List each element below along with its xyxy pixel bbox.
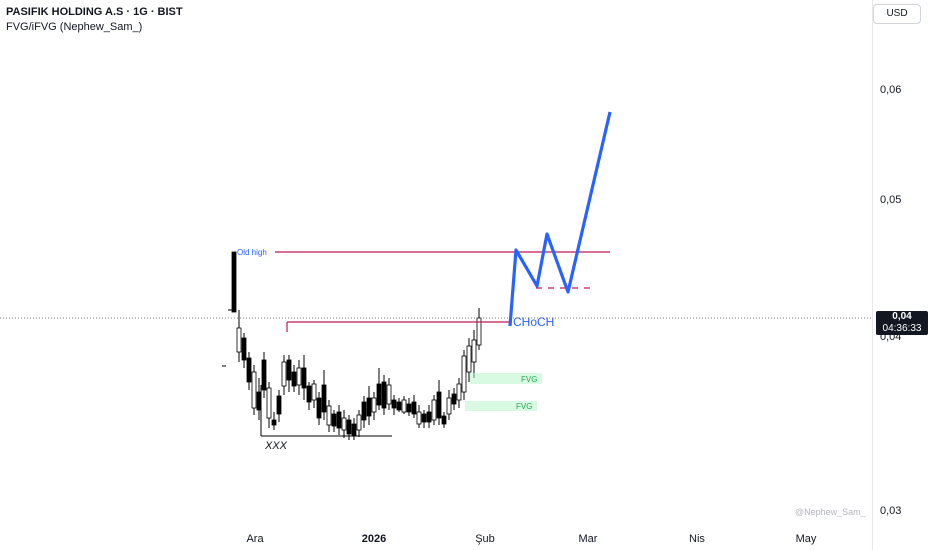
y-tick-label: 0,05 xyxy=(880,194,901,206)
candle-body xyxy=(421,413,427,423)
candle-body xyxy=(301,367,307,389)
indicator-title: FVG/iFVG (Nephew_Sam_) xyxy=(6,21,143,33)
candle-body xyxy=(241,337,247,361)
candle-body xyxy=(366,397,372,417)
candle-body xyxy=(381,381,387,409)
candle-body xyxy=(296,367,302,386)
x-tick-label: Mar xyxy=(579,533,598,545)
candle-body xyxy=(361,401,367,421)
candle-body xyxy=(266,387,272,419)
candle-body xyxy=(411,401,417,415)
old-high-label: Old high xyxy=(237,248,267,257)
candle-body xyxy=(331,413,337,427)
candle-body xyxy=(476,317,482,346)
candle-body xyxy=(386,384,392,405)
x-tick-label: Nis xyxy=(689,533,705,545)
fvg-zone xyxy=(470,373,542,384)
y-tick-label: 0,06 xyxy=(880,84,901,96)
x-tick-label: Ara xyxy=(246,533,264,545)
watermark: @Nephew_Sam_ xyxy=(795,507,867,517)
candle-body xyxy=(276,395,282,415)
candle-body xyxy=(336,411,342,429)
candle-body xyxy=(451,393,457,405)
x-tick-label: Şub xyxy=(475,533,495,545)
candle-body xyxy=(371,397,377,413)
y-tick-label: 0,03 xyxy=(880,505,901,517)
candle-body xyxy=(446,397,452,415)
x-tick-label: 2026 xyxy=(362,533,386,545)
fvg-label: FVG xyxy=(516,402,532,411)
candle-body xyxy=(271,419,277,426)
candle-body xyxy=(436,391,442,419)
candle-body xyxy=(326,405,332,426)
candle-body xyxy=(346,419,352,435)
candle-body xyxy=(401,399,407,413)
candle-body xyxy=(376,383,382,406)
candle-body xyxy=(281,361,287,387)
candle-body xyxy=(351,423,357,437)
fvg-zone xyxy=(465,401,537,411)
projection-path xyxy=(508,111,612,327)
candle-body xyxy=(246,357,252,383)
candle-body xyxy=(311,383,317,401)
candle-body xyxy=(466,345,472,373)
candle-body xyxy=(251,371,257,409)
candle-body xyxy=(256,391,262,411)
candle-body xyxy=(316,397,322,419)
candle-body xyxy=(321,384,327,413)
candle-body xyxy=(431,399,437,421)
price-axis-divider xyxy=(872,0,873,550)
candle-body xyxy=(341,417,347,431)
candle-body xyxy=(406,403,412,413)
candle-body xyxy=(356,414,362,431)
candle-body xyxy=(396,401,402,411)
bar-countdown: 04:36:33 xyxy=(882,323,922,334)
candle-body xyxy=(286,359,292,381)
candle-body xyxy=(426,411,432,423)
last-price-value: 0,04 xyxy=(892,311,912,322)
last-price-tag: 0,04 04:36:33 xyxy=(876,311,928,335)
symbol-title: PASIFIK HOLDING A.S · 1G · BIST xyxy=(6,6,183,18)
overlay-layer: FVG FVG Old high CHoCH XXX xyxy=(0,111,872,452)
candle-body xyxy=(231,251,237,313)
candle-body xyxy=(416,411,422,425)
fvg-label: FVG xyxy=(521,375,537,384)
candle-body xyxy=(306,385,312,403)
choch-label: CHoCH xyxy=(513,315,554,329)
x-tick-label: May xyxy=(796,533,817,545)
candle-body xyxy=(291,371,297,387)
xxx-label: XXX xyxy=(264,440,288,452)
candles-layer xyxy=(231,251,482,440)
candle-body xyxy=(391,399,397,409)
candle-body xyxy=(236,327,242,353)
currency-button[interactable]: USD xyxy=(873,4,921,24)
candle-body xyxy=(461,355,467,393)
candle-body xyxy=(456,383,462,401)
candle-body xyxy=(261,359,267,391)
candle-body xyxy=(441,415,447,425)
candle-body xyxy=(471,339,477,363)
